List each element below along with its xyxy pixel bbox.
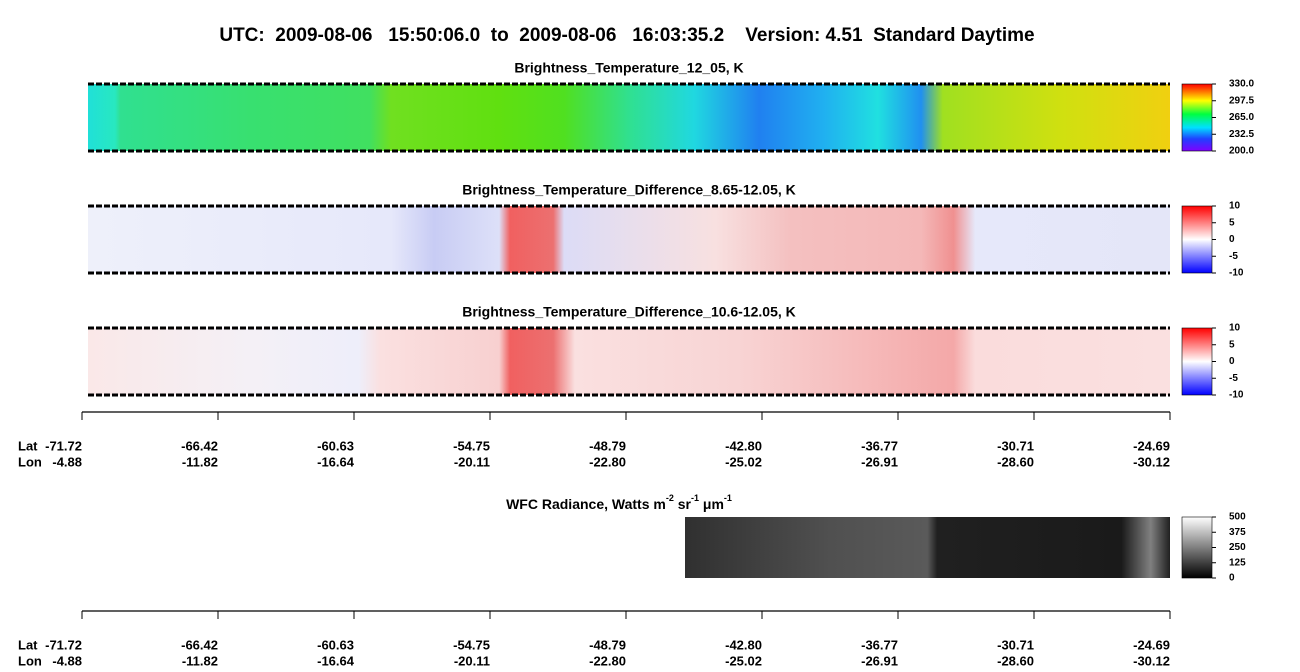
lon-label: -28.60 xyxy=(997,653,1034,667)
lon-label: -30.12 xyxy=(1133,653,1170,667)
lon-label: -28.60 xyxy=(997,454,1034,469)
colorbar-tick-label: 375 xyxy=(1229,527,1246,538)
lon-label: -22.80 xyxy=(589,653,626,667)
figure-title: UTC: 2009-08-06 15:50:06.0 to 2009-08-06… xyxy=(219,25,1034,46)
lon-label: -11.82 xyxy=(182,653,218,667)
colorbar-tick-label: 250 xyxy=(1229,542,1246,553)
colorbar-tick-label: 265.0 xyxy=(1229,112,1254,123)
lat-label: -71.72 xyxy=(45,637,82,652)
row-label: Lon xyxy=(18,454,42,469)
lat-label: -71.72 xyxy=(45,438,82,453)
row-label: Lon xyxy=(18,653,42,667)
colorbar xyxy=(1181,83,1213,152)
colorbar-tick-label: -10 xyxy=(1229,268,1244,279)
colorbar-tick-label: -10 xyxy=(1229,390,1244,401)
panel-title: WFC Radiance, Watts m-2 sr-1 μm-1 xyxy=(506,493,732,511)
lat-label: -30.71 xyxy=(997,438,1034,453)
lon-label: -16.64 xyxy=(317,454,355,469)
lat-label: -36.77 xyxy=(861,637,898,652)
colorbar xyxy=(1181,516,1213,579)
lon-label: -16.64 xyxy=(317,653,355,667)
lat-label: -60.63 xyxy=(317,438,354,453)
lat-label: -60.63 xyxy=(317,637,354,652)
colorbar-tick-label: 5 xyxy=(1229,339,1235,350)
colorbar-tick-label: 500 xyxy=(1229,512,1246,523)
lat-label: -24.69 xyxy=(1133,438,1170,453)
title-part: -1 xyxy=(691,493,699,503)
heatmap xyxy=(685,517,1170,578)
lon-label: -22.80 xyxy=(589,454,626,469)
colorbar-tick-label: 10 xyxy=(1229,201,1241,212)
row-label: Lat xyxy=(18,637,38,652)
colorbar-tick-label: 0 xyxy=(1229,573,1235,584)
lat-label: -54.75 xyxy=(453,637,490,652)
colorbar-tick-label: 0 xyxy=(1229,356,1235,367)
lat-label: -48.79 xyxy=(589,637,626,652)
lon-label: -11.82 xyxy=(182,454,218,469)
lat-label: -24.69 xyxy=(1133,637,1170,652)
lat-label: -48.79 xyxy=(589,438,626,453)
lat-label: -66.42 xyxy=(181,637,218,652)
lat-label: -42.80 xyxy=(725,438,762,453)
colorbar-tick-label: 5 xyxy=(1229,217,1235,228)
colorbar-tick-label: 0 xyxy=(1229,234,1235,245)
panel-title: Brightness_Temperature_12_05, K xyxy=(514,60,743,76)
row-label: Lat xyxy=(18,438,38,453)
lat-label: -66.42 xyxy=(181,438,218,453)
lat-label: -54.75 xyxy=(453,438,490,453)
lon-label: -26.91 xyxy=(861,653,898,667)
lat-label: -42.80 xyxy=(725,637,762,652)
title-part: WFC Radiance, Watts m xyxy=(506,496,666,512)
colorbar-tick-label: 200.0 xyxy=(1229,146,1254,157)
colorbar-tick-label: 297.5 xyxy=(1229,95,1254,106)
lon-label: -26.91 xyxy=(861,454,898,469)
panel-title: Brightness_Temperature_Difference_8.65-1… xyxy=(462,182,796,198)
colorbar-tick-label: -5 xyxy=(1229,251,1238,262)
lon-label: -20.11 xyxy=(454,653,490,667)
lat-label: -36.77 xyxy=(861,438,898,453)
lon-label: -20.11 xyxy=(454,454,490,469)
heatmap xyxy=(88,206,1170,273)
lon-label: -30.12 xyxy=(1133,454,1170,469)
colorbar-tick-label: -5 xyxy=(1229,373,1238,384)
lon-label: -25.02 xyxy=(725,653,762,667)
colorbar-tick-label: 232.5 xyxy=(1229,129,1254,140)
title-part: -2 xyxy=(666,493,674,503)
title-part: -1 xyxy=(724,493,732,503)
colorbar-tick-label: 330.0 xyxy=(1229,79,1254,90)
lon-label: -4.88 xyxy=(52,454,82,469)
lon-label: -25.02 xyxy=(725,454,762,469)
heatmap xyxy=(88,84,1170,151)
title-part: μm xyxy=(699,496,724,512)
title-part: sr xyxy=(674,496,692,512)
colorbar-tick-label: 125 xyxy=(1229,557,1246,568)
colorbar-tick-label: 10 xyxy=(1229,323,1241,334)
colorbar xyxy=(1181,327,1213,396)
lat-label: -30.71 xyxy=(997,637,1034,652)
heatmap xyxy=(88,328,1170,395)
colorbar xyxy=(1181,205,1213,274)
lon-label: -4.88 xyxy=(52,653,82,667)
panel-title: Brightness_Temperature_Difference_10.6-1… xyxy=(462,304,796,320)
